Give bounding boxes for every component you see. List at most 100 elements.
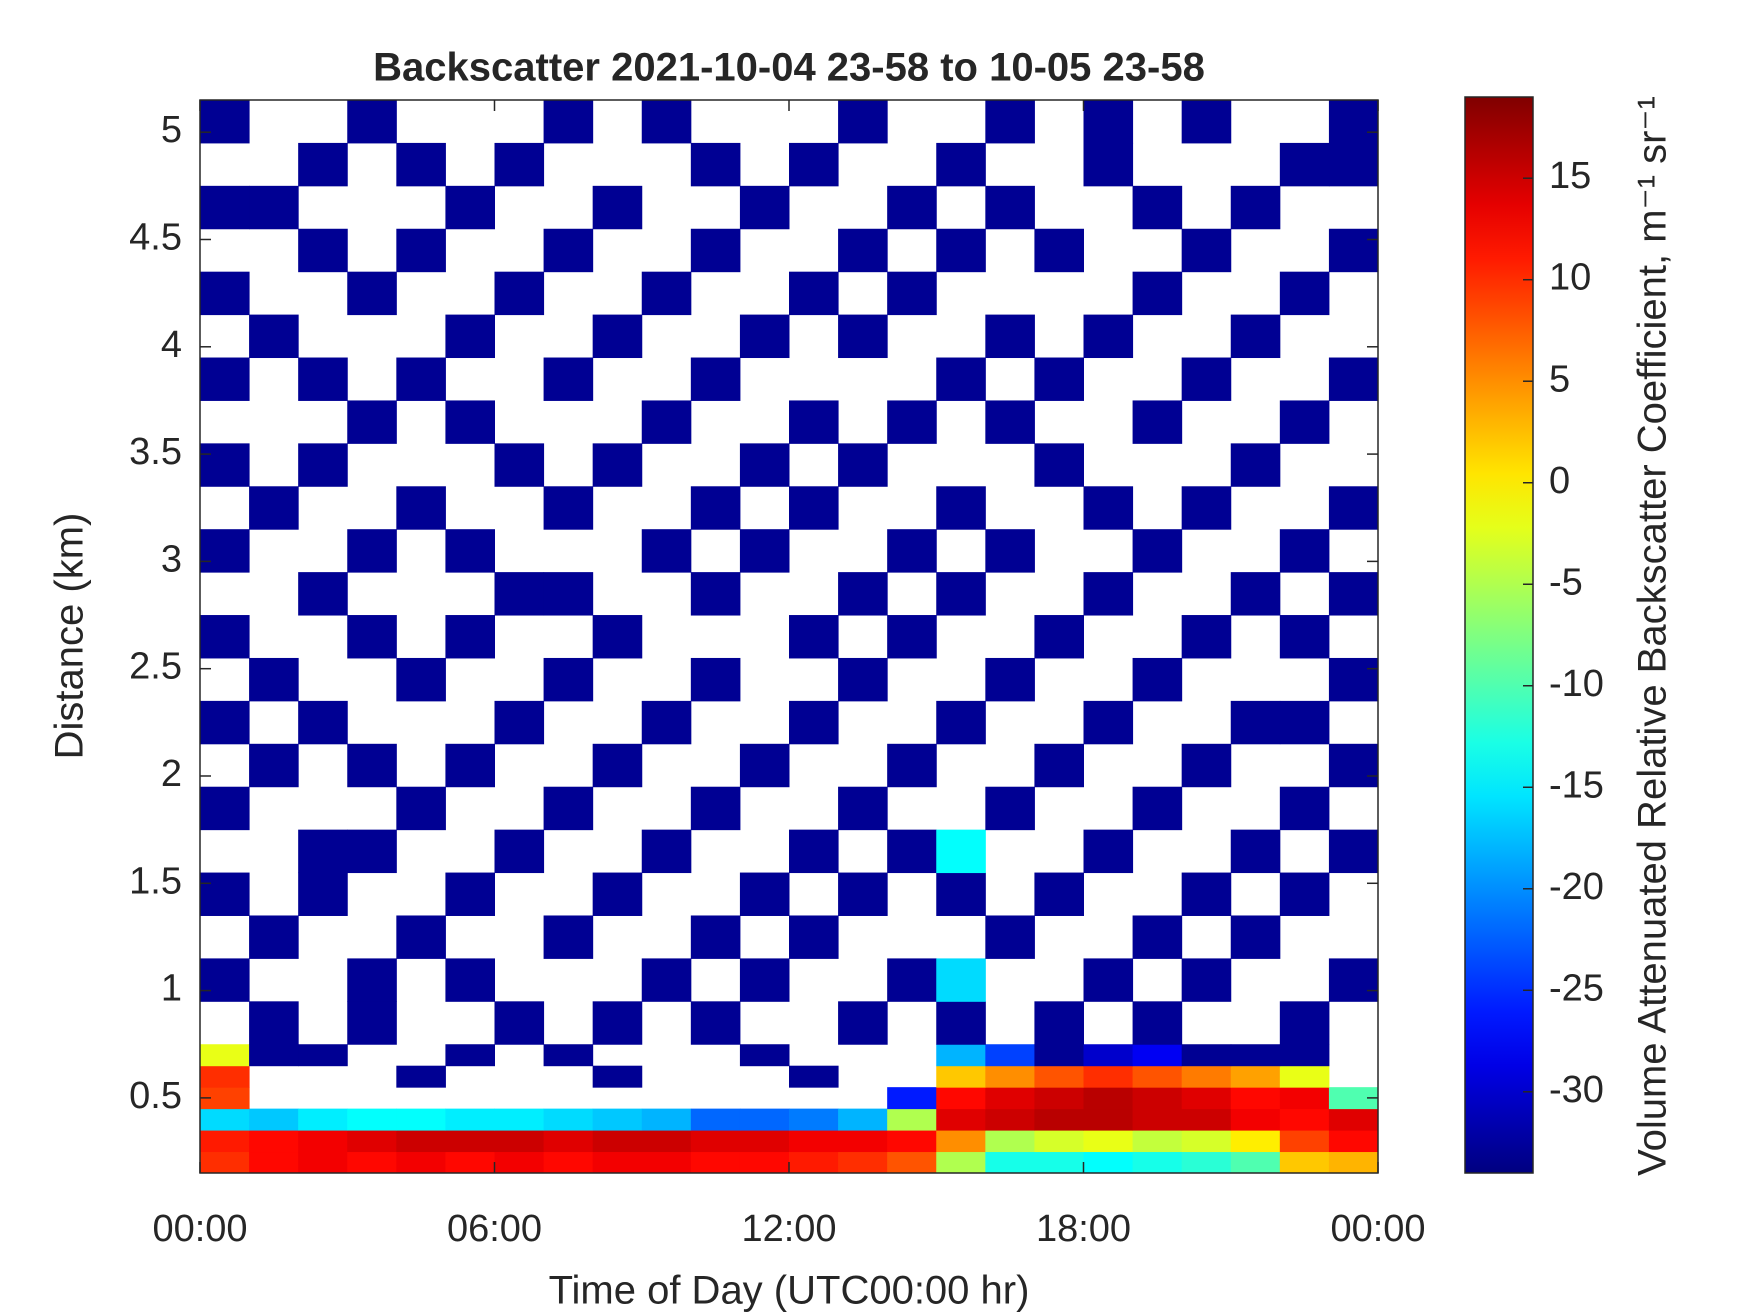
y-tick-label: 2.5 (129, 646, 182, 688)
heatmap-cell (1328, 486, 1379, 530)
heatmap-cell (298, 829, 348, 874)
x-axis-label: Time of Day (UTC00:00 hr) (549, 1269, 1030, 1313)
heatmap-cell (1230, 572, 1281, 616)
colorbar (1464, 96, 1534, 1174)
heatmap-cell (838, 1130, 888, 1153)
heatmap-cell (543, 786, 594, 831)
heatmap-cell (1034, 743, 1084, 788)
y-tick-label: 0.5 (129, 1075, 182, 1117)
heatmap-cell (396, 1108, 446, 1131)
heatmap-cell (690, 1151, 741, 1174)
heatmap-cell (1181, 743, 1232, 788)
heatmap-cell (1279, 271, 1330, 316)
heatmap-cell (592, 1130, 643, 1153)
heatmap-cell (249, 1108, 299, 1131)
heatmap-cell (494, 572, 545, 616)
colorbar-label: Volume Attenuated Relative Backscatter C… (1631, 96, 1675, 1176)
heatmap-cell (838, 1151, 888, 1174)
heatmap-cell (739, 529, 790, 573)
x-tick-label: 00:00 (1330, 1208, 1425, 1250)
heatmap-cells (200, 100, 1379, 1174)
heatmap-cell (985, 1108, 1035, 1131)
heatmap-cell (936, 1044, 986, 1067)
heatmap-cell (249, 486, 299, 530)
heatmap-cell (1132, 786, 1183, 831)
heatmap-cell (592, 1151, 643, 1174)
heatmap-cell (1328, 657, 1379, 702)
heatmap-cell (249, 915, 299, 959)
heatmap-cell (347, 743, 397, 788)
heatmap-cell (494, 1108, 545, 1131)
heatmap-cell (200, 185, 250, 230)
heatmap-cell (1181, 958, 1232, 1002)
heatmap-cell (1132, 1001, 1183, 1045)
heatmap-cell (887, 1130, 937, 1153)
heatmap-cell (1181, 1151, 1232, 1174)
heatmap-cell (396, 142, 446, 187)
heatmap-cell (543, 228, 594, 273)
heatmap-cell (347, 615, 397, 659)
heatmap-cell (1230, 314, 1281, 359)
heatmap-cell (789, 1065, 839, 1088)
heatmap-cell (1132, 1065, 1183, 1088)
heatmap-cell (985, 400, 1035, 444)
heatmap-cell (789, 915, 839, 959)
heatmap-cell (200, 1108, 250, 1131)
heatmap-cell (985, 1151, 1035, 1174)
heatmap-cell (347, 529, 397, 573)
heatmap-cell (200, 1151, 250, 1174)
heatmap-cell (1230, 829, 1281, 874)
heatmap-cell (887, 1108, 937, 1131)
heatmap-cell (641, 700, 692, 745)
heatmap-cell (249, 657, 299, 702)
x-tick-label: 00:00 (152, 1208, 247, 1250)
heatmap-cell (641, 1151, 692, 1174)
heatmap-cell (1279, 1001, 1330, 1045)
heatmap-cell (1034, 228, 1084, 273)
heatmap-cell (641, 829, 692, 874)
heatmap-cell (1230, 185, 1281, 230)
heatmap-cell (298, 700, 348, 745)
heatmap-cell (592, 872, 643, 916)
heatmap-cell (592, 743, 643, 788)
heatmap-cell (641, 529, 692, 573)
heatmap-cell (1230, 1130, 1281, 1153)
heatmap-cell (396, 657, 446, 702)
heatmap-cell (789, 400, 839, 444)
heatmap-cell (396, 1130, 446, 1153)
heatmap-cell (838, 1108, 888, 1131)
heatmap-cell (347, 100, 397, 144)
y-tick-label: 3 (161, 538, 182, 580)
heatmap-cell (739, 1151, 790, 1174)
heatmap-cell (543, 100, 594, 144)
y-tick-label: 4 (161, 324, 182, 366)
heatmap-cell (1279, 1087, 1330, 1110)
heatmap-cell (739, 958, 790, 1002)
heatmap-cell (494, 1151, 545, 1174)
heatmap-cell (985, 1065, 1035, 1088)
heatmap-cell (887, 271, 937, 316)
heatmap-cell (789, 1130, 839, 1153)
colorbar-tick-label: -20 (1549, 866, 1604, 908)
heatmap-cell (1132, 1130, 1183, 1153)
heatmap-cell (1034, 1108, 1084, 1131)
heatmap-cell (200, 443, 250, 487)
heatmap-cell (1181, 357, 1232, 401)
heatmap-cell (543, 357, 594, 401)
heatmap-cell (1279, 1108, 1330, 1131)
heatmap-cell (249, 314, 299, 359)
heatmap-cell (1328, 829, 1379, 874)
heatmap-cell (690, 915, 741, 959)
heatmap-cell (445, 1044, 495, 1067)
heatmap-cell (789, 1108, 839, 1131)
heatmap-cell (1181, 1065, 1232, 1088)
heatmap-cell (1279, 142, 1330, 187)
heatmap-cell (1279, 400, 1330, 444)
colorbar-tick-label: -30 (1549, 1069, 1604, 1111)
heatmap-cell (543, 1151, 594, 1174)
heatmap-cell (200, 786, 250, 831)
heatmap-cell (887, 615, 937, 659)
heatmap-cell (347, 1108, 397, 1131)
heatmap-cell (592, 1065, 643, 1088)
heatmap-cell (445, 615, 495, 659)
